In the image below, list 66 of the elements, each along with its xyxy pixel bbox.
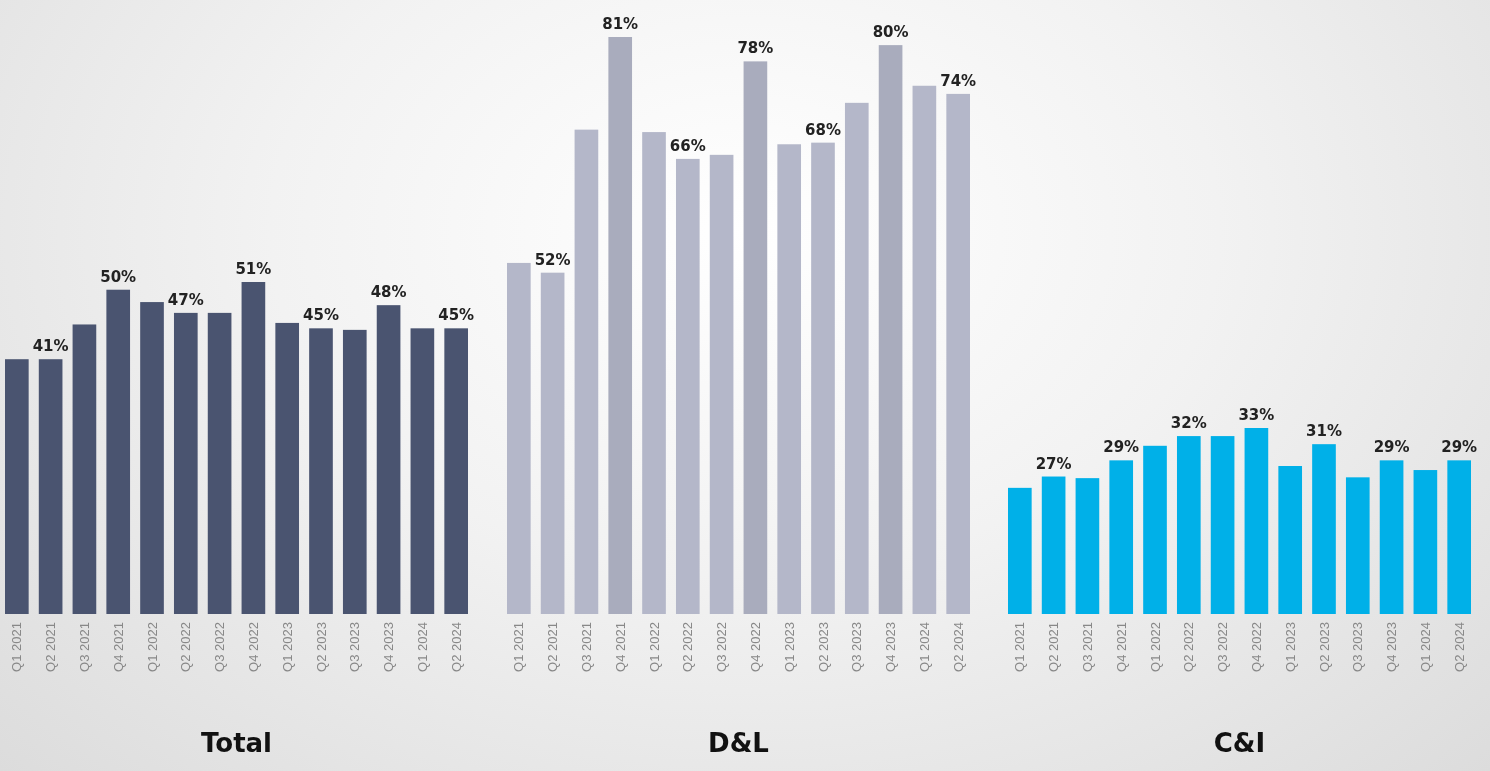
x-tick-label: Q3 2022: [212, 622, 228, 672]
data-label: 29%: [1373, 438, 1410, 457]
text: C&I: [1213, 728, 1266, 758]
data-label: 81%: [602, 15, 639, 33]
x-tick-label: Q2 2022: [680, 622, 696, 672]
x-tick-label: Q1 2023: [279, 622, 295, 672]
data-label: 51%: [235, 260, 272, 278]
x-tick-label: Q1 2023: [1282, 622, 1298, 672]
x-tick-label: Q4 2022: [245, 622, 261, 672]
x-tick-label: Q4 2021: [1113, 622, 1129, 672]
x-tick-label: Q2 2023: [313, 622, 329, 672]
x-tick-label: Q3 2022: [714, 622, 730, 672]
data-label: 32%: [1170, 414, 1207, 433]
x-tick-label: Q2 2021: [1046, 622, 1062, 672]
x-tick-label: Q1 2022: [1147, 622, 1163, 672]
x-tick-label: Q2 2024: [1451, 622, 1467, 672]
x-tick-label: Q2 2021: [545, 622, 561, 672]
x-tick-label: Q3 2021: [578, 622, 594, 672]
x-tick-label: Q1 2021: [9, 622, 25, 672]
data-label: 68%: [805, 120, 841, 139]
x-tick-label: Q4 2021: [612, 622, 628, 672]
data-label: 45%: [438, 306, 475, 325]
data-label: 41%: [32, 337, 69, 356]
data-label: 52%: [534, 250, 571, 269]
data-label: 29%: [1103, 438, 1140, 457]
x-tick-label: Q4 2023: [883, 622, 899, 672]
data-label: 80%: [872, 23, 909, 42]
x-tick-label: Q3 2022: [1215, 622, 1231, 672]
data-label: 48%: [370, 283, 407, 302]
data-label: 74%: [940, 71, 977, 90]
data-label: 78%: [737, 39, 774, 58]
x-tick-label: Q1 2021: [511, 622, 527, 672]
data-label: 29%: [1441, 438, 1478, 457]
data-label: 33%: [1238, 406, 1275, 424]
x-tick-label: Q1 2023: [781, 622, 797, 672]
text: D&L: [708, 728, 769, 758]
x-tick-label: Q4 2022: [1248, 622, 1264, 672]
data-label: 50%: [100, 267, 137, 286]
x-tick-label: Q4 2021: [110, 622, 126, 672]
x-tick-label: Q1 2024: [1417, 622, 1433, 672]
data-label: 66%: [669, 136, 706, 155]
x-tick-label: Q1 2022: [646, 622, 662, 672]
x-tick-label: Q1 2021: [1012, 622, 1028, 672]
x-tick-label: Q3 2021: [76, 622, 92, 672]
x-tick-label: Q2 2023: [1316, 622, 1332, 672]
x-tick-label: Q3 2023: [347, 622, 363, 672]
x-tick-label: Q2 2021: [43, 622, 59, 672]
x-tick-label: Q4 2023: [381, 622, 397, 672]
x-tick-label: Q2 2024: [448, 622, 464, 672]
x-tick-label: Q4 2022: [747, 622, 763, 672]
x-tick-label: Q4 2023: [1384, 622, 1400, 672]
x-tick-label: Q1 2022: [144, 622, 160, 672]
data-label: 31%: [1306, 422, 1342, 441]
x-tick-label: Q3 2023: [1350, 622, 1366, 672]
x-tick-label: Q2 2023: [815, 622, 831, 672]
data-label: 47%: [167, 290, 204, 309]
x-tick-label: Q2 2022: [1181, 622, 1197, 672]
data-label: 27%: [1035, 454, 1072, 473]
text: Total: [200, 728, 273, 758]
data-label: 45%: [303, 306, 339, 325]
x-tick-label: Q3 2021: [1079, 622, 1095, 672]
x-tick-label: Q3 2023: [849, 622, 865, 672]
x-tick-label: Q1 2024: [916, 622, 932, 672]
x-tick-label: Q1 2024: [414, 622, 430, 672]
x-tick-label: Q2 2022: [178, 622, 194, 672]
x-tick-label: Q2 2024: [950, 622, 966, 672]
